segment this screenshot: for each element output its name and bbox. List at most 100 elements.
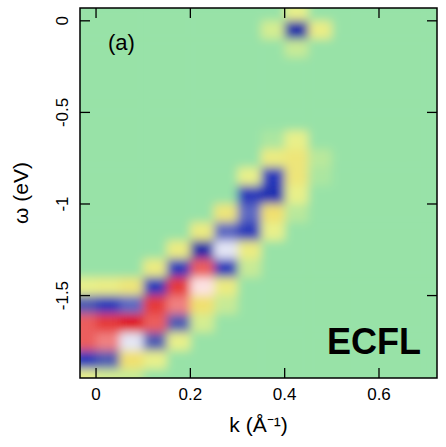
- cell: [261, 167, 285, 186]
- y-tick-label: -1: [53, 196, 72, 211]
- cell: [143, 167, 167, 186]
- cell: [214, 21, 238, 40]
- cell: [167, 149, 191, 168]
- cell: [120, 167, 144, 186]
- cell: [426, 94, 437, 113]
- cell: [120, 149, 144, 168]
- cell: [332, 57, 356, 76]
- cell: [426, 57, 437, 76]
- cell: [167, 39, 191, 58]
- cell: [143, 277, 167, 296]
- cell: [308, 57, 332, 76]
- cell: [214, 351, 238, 370]
- cell: [190, 222, 214, 241]
- y-tick-label: -0.5: [53, 98, 72, 127]
- cell: [120, 241, 144, 260]
- x-tick-label: 0.6: [367, 385, 391, 404]
- cell: [403, 131, 427, 150]
- cell: [143, 112, 167, 131]
- cell: [80, 277, 97, 296]
- cell: [143, 241, 167, 260]
- plot-background: [80, 8, 437, 378]
- cell: [332, 296, 356, 315]
- cell: [261, 314, 285, 333]
- cell: [120, 314, 144, 333]
- cell: [238, 149, 262, 168]
- cell: [143, 332, 167, 351]
- cell: [355, 241, 379, 260]
- cell: [426, 167, 437, 186]
- cell: [190, 296, 214, 315]
- cell: [167, 186, 191, 205]
- cell: [261, 241, 285, 260]
- cell: [426, 351, 437, 370]
- cell: [403, 8, 427, 21]
- x-tick-top: [378, 8, 379, 18]
- cell: [379, 76, 403, 95]
- cell: [285, 167, 309, 186]
- cell: [80, 314, 97, 333]
- cell: [285, 332, 309, 351]
- cell: [80, 94, 97, 113]
- cell: [96, 204, 120, 223]
- cell: [308, 369, 332, 378]
- cell: [379, 259, 403, 278]
- cell: [355, 167, 379, 186]
- cell: [403, 296, 427, 315]
- cell: [190, 369, 214, 378]
- cell: [120, 94, 144, 113]
- cell: [143, 131, 167, 150]
- cell: [120, 277, 144, 296]
- cell: [355, 76, 379, 95]
- cell: [120, 204, 144, 223]
- cell: [214, 241, 238, 260]
- cell: [379, 112, 403, 131]
- cell: [167, 351, 191, 370]
- cell: [285, 204, 309, 223]
- cell: [96, 277, 120, 296]
- cell: [120, 8, 144, 21]
- cell: [355, 57, 379, 76]
- cell: [96, 76, 120, 95]
- cell: [285, 296, 309, 315]
- cell: [238, 57, 262, 76]
- cell: [403, 76, 427, 95]
- cell: [285, 222, 309, 241]
- cell: [143, 296, 167, 315]
- cell: [120, 76, 144, 95]
- cell: [285, 314, 309, 333]
- cell: [190, 314, 214, 333]
- cell: [238, 21, 262, 40]
- cell: [214, 332, 238, 351]
- cell: [190, 57, 214, 76]
- cell: [143, 57, 167, 76]
- cell: [80, 149, 97, 168]
- cell: [167, 8, 191, 21]
- cell: [285, 351, 309, 370]
- cell: [96, 241, 120, 260]
- cell: [214, 204, 238, 223]
- cell: [332, 94, 356, 113]
- cell: [190, 277, 214, 296]
- cell: [143, 21, 167, 40]
- cell: [403, 21, 427, 40]
- y-tick-right: [427, 112, 437, 113]
- cell: [214, 277, 238, 296]
- cell: [261, 296, 285, 315]
- cell: [261, 76, 285, 95]
- cell: [190, 131, 214, 150]
- cell: [308, 131, 332, 150]
- cell: [308, 76, 332, 95]
- cell: [80, 8, 97, 21]
- cell: [426, 204, 437, 223]
- cell: [355, 222, 379, 241]
- cell: [426, 149, 437, 168]
- cell: [308, 222, 332, 241]
- cell: [238, 8, 262, 21]
- cell: [403, 57, 427, 76]
- cell: [285, 149, 309, 168]
- cell: [426, 112, 437, 131]
- y-tick: [80, 295, 90, 296]
- cell: [285, 21, 309, 40]
- cell: [403, 112, 427, 131]
